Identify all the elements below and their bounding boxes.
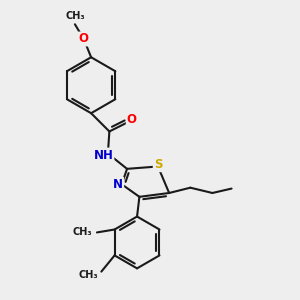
Text: O: O <box>127 113 137 126</box>
Text: CH₃: CH₃ <box>72 227 92 237</box>
Text: O: O <box>79 32 89 46</box>
Text: CH₃: CH₃ <box>78 270 98 280</box>
Text: S: S <box>154 158 162 171</box>
Text: CH₃: CH₃ <box>65 11 85 21</box>
Text: NH: NH <box>94 148 113 161</box>
Text: N: N <box>113 178 123 191</box>
